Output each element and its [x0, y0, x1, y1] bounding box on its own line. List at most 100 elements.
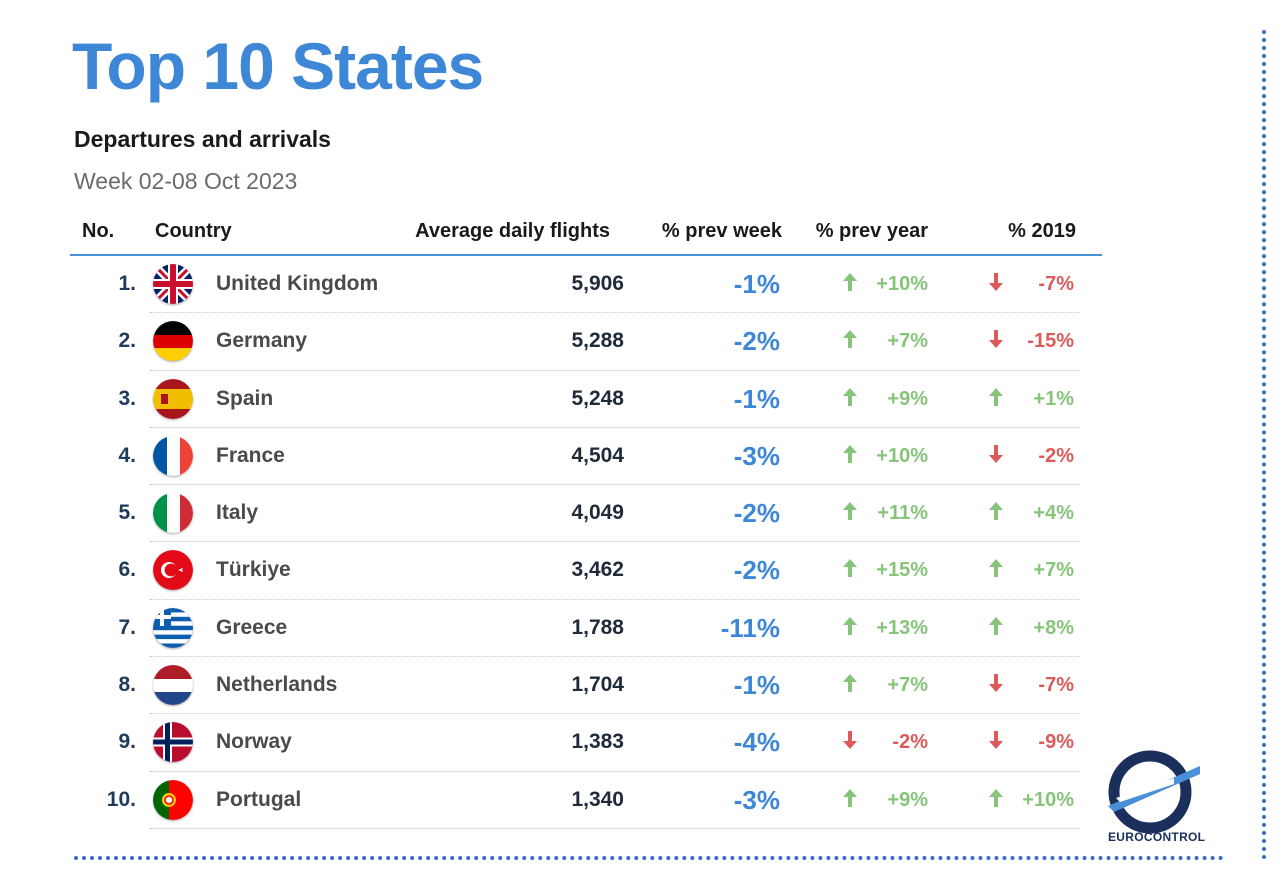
arrow-up-icon: [988, 387, 1008, 443]
arrow-down-icon: [842, 730, 862, 786]
arrow-up-icon: [842, 558, 862, 614]
spain-flag-icon: [153, 378, 193, 419]
country-name: Norway: [216, 730, 292, 754]
vs-2019-change: -9%: [1038, 731, 1074, 754]
prev-week-change: -3%: [733, 784, 780, 815]
average-daily-flights: 1,704: [571, 673, 624, 697]
prev-year-change: +10%: [876, 444, 928, 467]
prev-week-change: -3%: [733, 440, 780, 471]
prev-week-change: -2%: [733, 498, 780, 529]
row-number: 9.: [118, 730, 136, 754]
average-daily-flights: 3,462: [571, 558, 624, 582]
average-daily-flights: 1,340: [571, 787, 624, 811]
prev-year-change: -2%: [892, 731, 928, 754]
vs-2019-change: -7%: [1038, 273, 1074, 295]
arrow-up-icon: [842, 444, 862, 500]
vs-2019-change: +1%: [1033, 387, 1074, 410]
country-name: Germany: [216, 329, 308, 353]
column-header-prev-year: % prev year: [815, 220, 928, 242]
average-daily-flights: 1,383: [571, 730, 624, 754]
netherlands-flag-icon: [153, 665, 193, 706]
page-subtitle: Departures and arrivals: [74, 126, 331, 152]
column-header-2019: % 2019: [1008, 220, 1076, 242]
average-daily-flights: 5,906: [571, 272, 624, 295]
greece-flag-icon: [153, 607, 193, 648]
row-number: 6.: [118, 558, 136, 582]
vs-2019-change: +4%: [1033, 502, 1074, 525]
germany-flag-icon: [153, 321, 193, 362]
table-row: 8. Netherlands 1,704 -1% +7% -7%: [118, 657, 1080, 715]
arrow-up-icon: [988, 616, 1008, 672]
table-row: 6. Türkiye 3,462 -2% +15% +7%: [118, 542, 1080, 600]
arrow-up-icon: [988, 788, 1008, 844]
prev-week-change: -2%: [733, 326, 780, 357]
average-daily-flights: 5,248: [571, 386, 624, 410]
prev-year-change: +7%: [887, 330, 928, 353]
vs-2019-change: -7%: [1038, 674, 1074, 697]
italy-flag-icon: [153, 493, 193, 534]
table-row: 1. United Kingdom 5,906 -1% +10% -7%: [118, 256, 1080, 314]
arrow-up-icon: [842, 616, 862, 672]
row-number: 1.: [118, 272, 136, 295]
prev-week-change: -1%: [733, 383, 780, 414]
row-number: 7.: [118, 615, 136, 639]
arrow-down-icon: [988, 673, 1008, 729]
prev-year-change: +9%: [887, 788, 928, 811]
table-row: 9. Norway 1,383 -4% -2% -9%: [118, 714, 1080, 772]
prev-year-change: +7%: [887, 674, 928, 697]
eurocontrol-logo-text: EUROCONTROL: [1108, 830, 1206, 844]
border-right-dotted: [1262, 30, 1266, 860]
country-name: Greece: [216, 615, 288, 639]
country-name: France: [216, 443, 285, 467]
column-header-no: No.: [82, 220, 115, 242]
prev-year-change: +9%: [887, 387, 928, 410]
country-name: United Kingdom: [216, 272, 379, 295]
table-row: 2. Germany 5,288 -2% +7% -15%: [118, 313, 1080, 371]
row-number: 3.: [118, 386, 136, 410]
arrow-down-icon: [988, 444, 1008, 500]
average-daily-flights: 4,049: [571, 501, 624, 525]
prev-week-change: -4%: [733, 727, 780, 758]
vs-2019-change: -2%: [1038, 444, 1074, 467]
table-row: 4. France 4,504 -3% +10% -2%: [118, 428, 1080, 486]
row-number: 2.: [118, 329, 136, 353]
prev-year-change: +13%: [876, 616, 928, 639]
arrow-down-icon: [988, 730, 1008, 786]
table-row: 3. Spain 5,248 -1% +9% +1%: [118, 371, 1080, 428]
vs-2019-change: -15%: [1027, 330, 1074, 353]
arrow-up-icon: [988, 501, 1008, 557]
average-daily-flights: 1,788: [571, 615, 624, 639]
arrow-up-icon: [988, 558, 1008, 614]
prev-week-change: -1%: [733, 670, 780, 701]
table-header: No. Country Average daily flights % prev…: [70, 214, 1102, 256]
country-name: Portugal: [216, 787, 302, 811]
prev-week-change: -1%: [733, 269, 780, 299]
arrow-up-icon: [842, 788, 862, 844]
turkiye-flag-icon: [153, 550, 193, 591]
column-header-country: Country: [155, 220, 232, 242]
table-row: 10. Portugal 1,340 -3% +9% +10%: [107, 772, 1080, 829]
france-flag-icon: [153, 435, 193, 476]
prev-year-change: +15%: [876, 559, 928, 582]
prev-week-change: -11%: [720, 612, 780, 643]
border-bottom-dotted: [74, 856, 1224, 860]
average-daily-flights: 5,288: [571, 329, 624, 353]
row-number: 5.: [118, 501, 136, 525]
eurocontrol-logo-icon: [1108, 750, 1200, 834]
page-title: Top 10 States: [72, 29, 484, 103]
arrow-down-icon: [988, 272, 1008, 328]
country-name: Netherlands: [216, 673, 338, 697]
vs-2019-change: +8%: [1033, 616, 1074, 639]
vs-2019-change: +7%: [1033, 559, 1074, 582]
country-name: Spain: [216, 386, 274, 410]
portugal-flag-icon: [153, 779, 193, 820]
table-row: 5. Italy 4,049 -2% +11% +4%: [118, 485, 1080, 543]
row-number: 4.: [118, 443, 136, 467]
column-header-average-daily-flights: Average daily flights: [415, 220, 610, 242]
table-body: 1. United Kingdom 5,906 -1% +10% -7% 2. …: [70, 256, 1102, 829]
uk-flag-icon: [153, 264, 193, 304]
week-label: Week 02-08 Oct 2023: [74, 168, 298, 194]
arrow-down-icon: [988, 329, 1008, 385]
row-number: 10.: [106, 787, 136, 811]
arrow-up-icon: [842, 272, 862, 328]
